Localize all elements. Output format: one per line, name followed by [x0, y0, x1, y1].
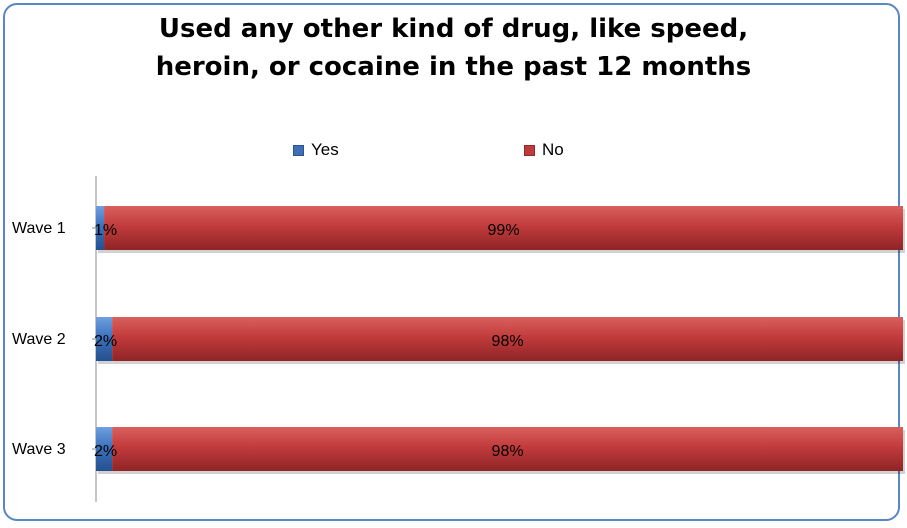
bar-yes-wave-1 [96, 206, 105, 250]
y-tick-label-wave-1: Wave 1 [12, 220, 66, 237]
chart-title-line-2: heroin, or cocaine in the past 12 months [155, 52, 752, 82]
bar-no-wave-2 [112, 317, 903, 361]
data-label-no-wave-2: 98% [492, 333, 524, 350]
legend-item-yes: Yes [293, 140, 339, 160]
bar-yes-wave-2 [96, 317, 113, 361]
data-label-yes-wave-2: 2% [94, 333, 117, 350]
data-label-yes-wave-3: 2% [94, 443, 117, 460]
legend-label-yes: Yes [311, 140, 339, 159]
data-label-no-wave-3: 98% [492, 443, 524, 460]
data-label-yes-wave-1: 1% [94, 222, 117, 239]
bar-no-wave-1 [104, 206, 903, 250]
y-tick-label-wave-2: Wave 2 [12, 331, 66, 348]
bar-yes-wave-3 [96, 427, 113, 471]
chart-title-line-1: Used any other kind of drug, like speed, [158, 14, 749, 44]
chart-legend: Yes No [0, 140, 907, 164]
chart-title: Used any other kind of drug, like speed,… [0, 10, 907, 86]
legend-swatch-no [524, 144, 535, 156]
legend-item-no: No [524, 140, 564, 160]
y-tick-label-wave-3: Wave 3 [12, 441, 66, 458]
legend-label-no: No [542, 140, 564, 159]
bar-no-wave-3 [112, 427, 903, 471]
legend-swatch-yes [293, 144, 304, 156]
data-label-no-wave-1: 99% [488, 222, 520, 239]
